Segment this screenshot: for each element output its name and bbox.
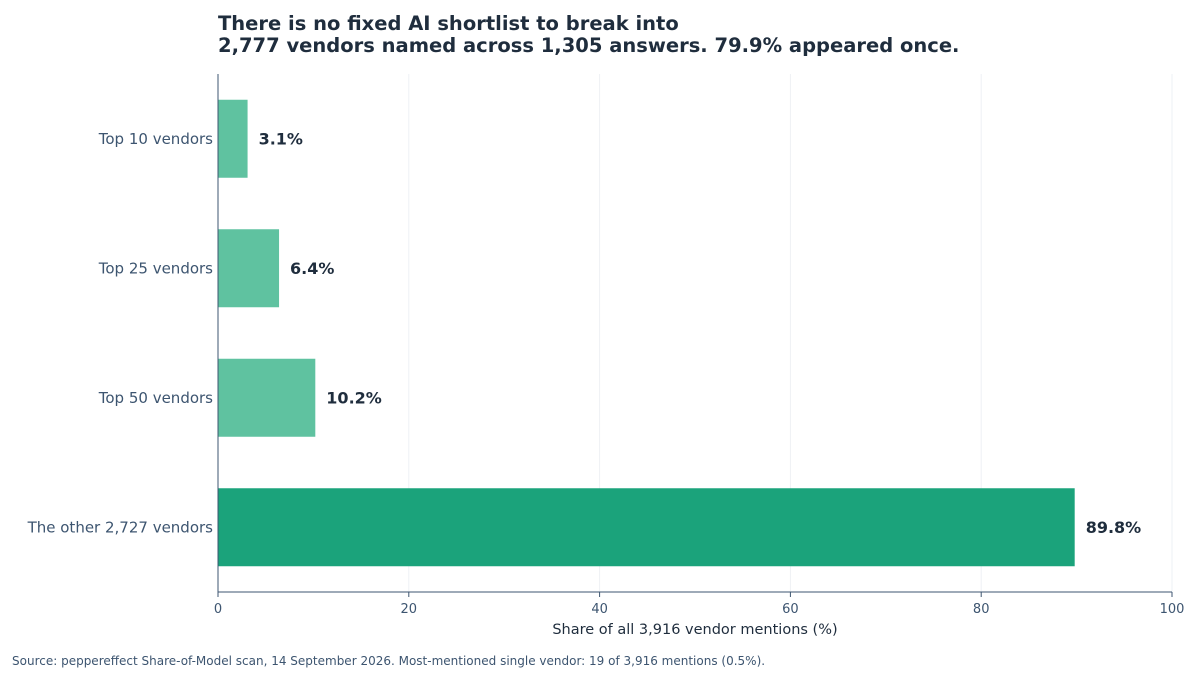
category-label: Top 10 vendors [98,130,213,148]
x-axis-title: Share of all 3,916 vendor mentions (%) [552,622,837,638]
axes: 0 20 40 60 80 100 Share of all 3,916 vendor me… [214,74,1185,638]
value-label: 89.8% [1086,518,1142,537]
x-tick-label: 100 [1160,602,1185,617]
value-label: 10.2% [326,388,382,407]
x-tick-label: 0 [214,602,222,617]
bars [218,99,1075,567]
x-tick-label: 20 [401,602,418,617]
x-tick-label: 80 [973,602,990,617]
x-tick-label: 60 [782,602,799,617]
source-note: Source: peppereffect Share-of-Model scan… [12,654,766,668]
bar [218,488,1075,567]
bar [218,229,280,308]
x-tick-label: 40 [591,602,608,617]
category-label: Top 50 vendors [98,389,213,407]
bar [218,99,248,178]
bar-chart: 0 20 40 60 80 100 Share of all 3,916 vendor me… [27,74,1185,638]
labels: Top 10 vendors 3.1% Top 25 vendors 6.4% Top … [27,129,1142,537]
chart-title: There is no fixed AI shortlist to break … [218,12,679,35]
value-label: 3.1% [259,129,303,148]
value-label: 6.4% [290,259,334,278]
category-label: Top 25 vendors [98,259,213,277]
bar [218,358,316,437]
category-label: The other 2,727 vendors [27,518,214,536]
chart-subtitle: 2,777 vendors named across 1,305 answers… [218,34,960,57]
